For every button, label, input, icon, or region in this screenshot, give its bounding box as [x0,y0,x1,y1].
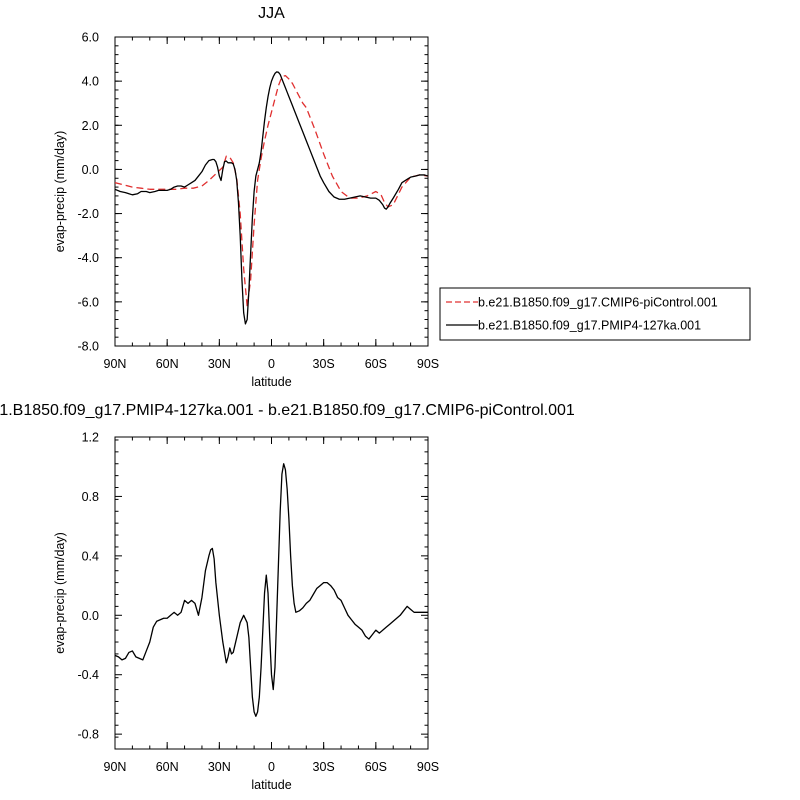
y-tick-label: 4.0 [82,75,99,89]
x-tick-label: 30N [208,357,231,371]
y-tick-label: 1.2 [82,431,99,445]
x-tick-label: 0 [268,357,275,371]
legend-box [439,287,751,341]
x-tick-label: 30S [313,357,335,371]
x-tick-label: 90S [417,760,439,774]
legend-entry: b.e21.B1850.f09_g17.CMIP6-piControl.001 [478,296,718,310]
y-axis-label: evap-precip (mm/day) [53,532,67,654]
x-axis-label: latitude [251,778,291,792]
x-tick-label: 90S [417,357,439,371]
x-tick-label: 90N [104,760,127,774]
legend: b.e21.B1850.f09_g17.CMIP6-piControl.001b… [439,287,751,341]
x-tick-label: 60N [156,357,179,371]
series-line-picontrol [115,74,428,307]
y-tick-label: 0.4 [82,549,99,563]
x-tick-label: 60S [365,357,387,371]
chart-title: b.e21.B1850.f09_g17.PMIP4-127ka.001 - b.… [0,402,575,419]
y-tick-label: -0.8 [77,728,99,742]
y-tick-label: 6.0 [82,31,99,45]
x-tick-label: 60S [365,760,387,774]
y-tick-label: -0.4 [77,668,99,682]
x-tick-label: 0 [268,760,275,774]
top-panel-jja: JJA 90N 60N 30N 0 30S 60S 90S 6.0 4.0 2.0 0.0 -2.0 -4… [53,5,751,389]
y-tick-label: -8.0 [77,340,99,354]
y-tick-label: 0.0 [82,163,99,177]
x-tick-label: 30S [313,760,335,774]
plot-frame [114,436,429,750]
bottom-panel-difference: b.e21.B1850.f09_g17.PMIP4-127ka.001 - b.… [0,402,575,792]
chart-title: JJA [258,5,285,22]
y-tick-label: 0.0 [82,609,99,623]
legend-entry: b.e21.B1850.f09_g17.PMIP4-127ka.001 [478,319,701,333]
x-axis-label: latitude [251,375,291,389]
y-tick-label: -4.0 [77,251,99,265]
y-axis-label: evap-precip (mm/day) [53,131,67,253]
y-tick-label: 0.8 [82,490,99,504]
y-tick-label: 2.0 [82,119,99,133]
y-tick-label: -6.0 [77,295,99,309]
x-tick-label: 90N [104,357,127,371]
y-tick-label: -2.0 [77,207,99,221]
x-tick-label: 30N [208,760,231,774]
series-line-difference [115,463,428,717]
x-tick-label: 60N [156,760,179,774]
series-line-pmip4-127ka [115,71,428,325]
